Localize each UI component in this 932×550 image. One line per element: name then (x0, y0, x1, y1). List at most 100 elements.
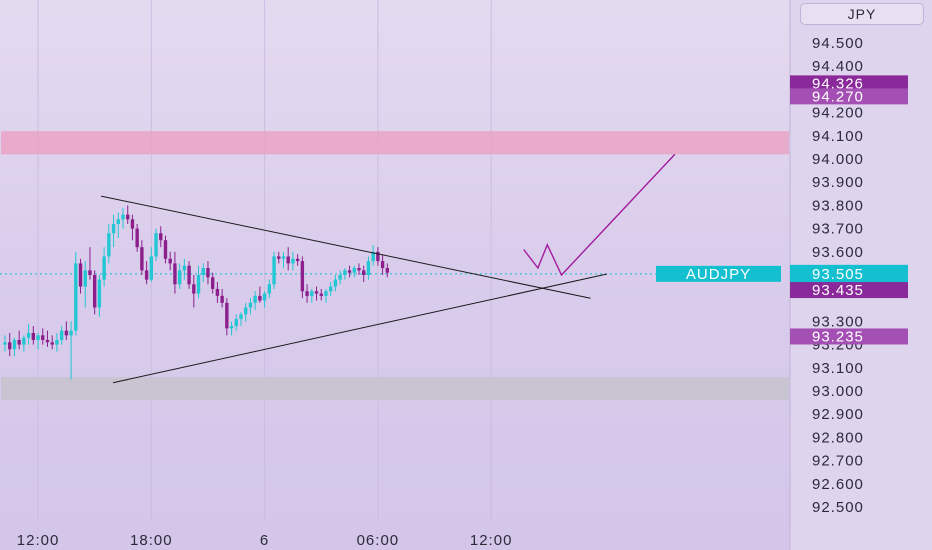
candle (59, 326, 64, 345)
candle-body (281, 256, 286, 259)
candle (310, 288, 314, 303)
candle (281, 251, 286, 269)
candle (12, 337, 17, 357)
price-tag (790, 328, 908, 345)
price-tick-label: 94.000 (812, 151, 864, 168)
candle (366, 256, 371, 280)
candle-body (234, 319, 238, 327)
candle-body (168, 258, 172, 264)
candle (92, 270, 97, 315)
candle (88, 247, 92, 280)
time-axis[interactable]: 12:00 18:00 6 06:00 12:00 (17, 532, 513, 549)
symbol-badge-label: AUDJPY (686, 266, 751, 283)
candle-body (64, 330, 69, 336)
candle (55, 333, 59, 352)
candle-body (107, 233, 111, 257)
candle (267, 279, 272, 299)
candle (324, 288, 328, 303)
candle-body (215, 288, 220, 296)
candle-body (111, 223, 116, 234)
price-tick-label: 92.800 (812, 429, 864, 446)
candle-body (376, 251, 380, 262)
currency-selector[interactable]: JPY (800, 3, 924, 25)
price-tick-label: 93.700 (812, 221, 864, 238)
triangle-upper-line (100, 195, 591, 299)
candle (74, 251, 78, 336)
candle-body (12, 339, 17, 350)
candle (262, 291, 267, 308)
candle-body (385, 268, 390, 273)
zones (1, 131, 789, 401)
candle-body (210, 277, 215, 289)
candle (64, 321, 69, 340)
candle (314, 286, 319, 301)
candle-body (258, 295, 262, 301)
price-tick-label: 92.900 (812, 406, 864, 423)
price-tick-label: 93.800 (812, 197, 864, 214)
price-tick-label: 92.500 (812, 499, 864, 516)
candle (220, 288, 224, 308)
candle-body (8, 342, 12, 350)
candle (362, 265, 366, 282)
candle-body (225, 302, 229, 329)
candle-body (36, 335, 40, 340)
candle (201, 263, 205, 282)
candle-body (272, 256, 276, 285)
candle (83, 261, 87, 308)
candle-body (366, 261, 371, 275)
candle (305, 284, 309, 303)
candle-body (343, 270, 347, 275)
candle-body (26, 333, 31, 338)
candle (258, 286, 262, 303)
candle (111, 214, 116, 248)
candle-body (41, 335, 45, 340)
candle (272, 251, 276, 289)
candle (50, 335, 54, 350)
candle (319, 288, 323, 301)
price-tag (790, 75, 908, 92)
current-price-label: 93.505 (812, 266, 864, 283)
price-tick-label: 94.400 (812, 58, 864, 75)
candle (352, 265, 356, 278)
candle-body (144, 270, 149, 280)
candle (140, 240, 144, 275)
demand-zone (1, 377, 789, 401)
price-tag-label: 94.270 (812, 88, 864, 105)
candle (244, 302, 248, 322)
candle (107, 223, 111, 264)
candle-body (140, 247, 144, 271)
candle (182, 258, 187, 280)
candle-body (286, 256, 290, 264)
candle-body (88, 270, 92, 275)
candle (291, 251, 295, 271)
candle (177, 263, 182, 289)
candle (295, 254, 300, 266)
candle-body (314, 291, 319, 294)
candle (338, 270, 342, 285)
candle-body (291, 258, 295, 264)
candle (333, 275, 338, 292)
candle (328, 281, 333, 296)
candle (343, 268, 347, 280)
candle (229, 321, 234, 336)
candle (300, 256, 305, 299)
candle (253, 291, 257, 310)
candle-body (196, 275, 201, 294)
candle-body (126, 214, 130, 220)
time-tick-label: 18:00 (130, 532, 173, 549)
candle-body (319, 293, 323, 296)
candle-body (135, 228, 139, 248)
candle-body (187, 265, 191, 285)
candle (277, 251, 281, 264)
candle-body (121, 214, 125, 220)
candle-body (173, 263, 177, 285)
time-tick-label: 06:00 (357, 532, 400, 549)
candle-body (97, 279, 102, 308)
price-tick-label: 92.700 (812, 453, 864, 470)
candle (173, 251, 177, 294)
candle-body (310, 291, 314, 296)
candle (149, 247, 154, 282)
candle (376, 247, 380, 266)
candle-body (45, 339, 50, 343)
